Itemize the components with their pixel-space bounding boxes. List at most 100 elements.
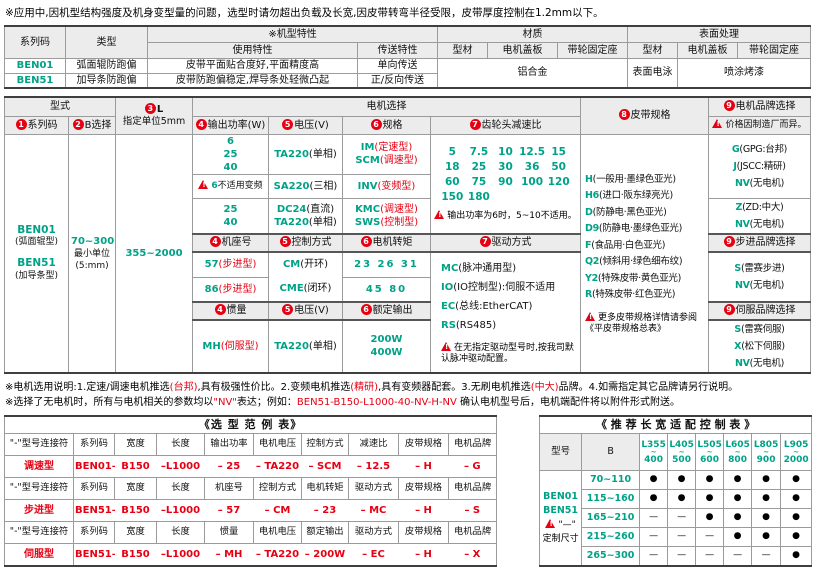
availability-mark: ● [639, 470, 669, 490]
example-value: – 57 [204, 499, 254, 522]
example-value: – 25 [204, 455, 254, 478]
header-label: 控制方式 [291, 237, 332, 248]
item-code: SA220 [273, 180, 310, 192]
header-label: 电压(V) [294, 305, 329, 316]
note-text: (中大) [530, 381, 559, 393]
circled-number: 7 [479, 236, 491, 247]
circled-number: 6 [370, 118, 382, 130]
table-row: 6不适用变频 SA220(三相) INV(变频型) [5, 173, 811, 199]
availability-mark: — [695, 527, 725, 547]
item-desc: (脉冲通用型) [458, 263, 517, 274]
brand-dc-cell: Z(ZD:中大) NV(无电机) [708, 197, 811, 234]
header-motor-brand: 9 电机品牌选择 [708, 96, 811, 117]
warning-icon [712, 118, 723, 128]
item-code: D9 [585, 223, 599, 234]
header-label: 电机转矩 [372, 237, 413, 248]
item-desc: (单相) [308, 216, 337, 228]
length-tilde: ~ [650, 447, 657, 456]
item-code: H [585, 173, 593, 185]
header-series: 1 系列码 [4, 115, 69, 135]
warning-icon [441, 342, 451, 351]
ratio-value: 25 [471, 161, 487, 173]
availability-mark: — [667, 508, 697, 528]
item-desc: (雷赛伺服) [740, 323, 785, 335]
example-value: B150 [114, 499, 157, 522]
list-item: EC(总线:EtherCAT) [441, 297, 578, 316]
list-item: Y2(特殊皮带·黄色亚光) [585, 271, 706, 288]
circled-number: 6 [360, 304, 372, 315]
item-code: IO [441, 282, 454, 293]
adapt-model-cell: BEN01 BEN51 "—" 定制尺寸 [539, 470, 583, 566]
text-line: (5:mm) [75, 260, 109, 271]
text-line: 25 [223, 148, 238, 160]
gear-ratio-cell: 5 7.5 10 12.5 15 18 25 30 36 50 60 75 90 100 120 150 180… [430, 133, 581, 234]
example-value: – EC [348, 543, 399, 566]
example-header: 机座号 [204, 477, 254, 500]
item-desc: (JSCC:精研) [736, 160, 786, 172]
text-line: 最小单位 [73, 248, 110, 259]
list-item: Z(ZD:中大) [711, 199, 808, 216]
example-header: 电机品牌 [447, 521, 498, 544]
example-table: 《选 型 范 例 表》 "-"型号连接符 系列码 宽度 长度 输出功率 电机电压 控制方式 减速… [3, 414, 498, 567]
header-feature-group: ※机型特性 [146, 25, 439, 43]
warning-icon [434, 210, 445, 219]
circled-number: 5 [282, 304, 294, 315]
circled-number: 5 [279, 236, 291, 247]
b-range: 165~210 [581, 508, 641, 528]
item-desc: (加导条型) [14, 270, 59, 281]
item-desc: (定速型) [374, 142, 413, 153]
item-desc: (总线:EtherCAT) [455, 301, 533, 312]
ac-voltage-cell: TA220(单相) [268, 133, 343, 175]
example-header: 电机电压 [253, 521, 302, 544]
list-item: SWS(控制型) [345, 216, 428, 229]
text-element: 355~2000 [125, 247, 183, 259]
note-text: 表达；例如： [236, 396, 297, 408]
adapt-header-length: L505 ~600 [695, 433, 725, 471]
item-desc: (特殊皮带·黄色亚光) [597, 272, 682, 284]
header-label: 步进品牌选择 [735, 237, 796, 248]
step-torque-2: 45 80 [342, 277, 431, 302]
header-label: 电压(V) [294, 119, 329, 131]
example-header: 宽度 [114, 521, 157, 544]
example-header: 皮带规格 [398, 433, 449, 456]
trans-ben51: 正/反向传送 [356, 72, 439, 89]
header-label: 皮带规格 [630, 110, 671, 122]
ac-spec-cell: IM(定速型) SCM(调速型) [342, 133, 431, 175]
length-tilde: ~ [706, 447, 713, 456]
text-line: 40 [223, 216, 238, 228]
ratio-value: 18 [444, 161, 460, 173]
item-desc: (ZD:中大) [742, 201, 784, 213]
availability-mark: — [751, 546, 782, 566]
header-motor-cover: 电机盖板 [487, 41, 559, 59]
belt-note: 更多皮带规格详情请参阅《平皮带规格总表》 [585, 311, 706, 335]
table-row: 伺服型 BEN51– B150 –L1000– MH – TA220– 200W – EC… [4, 543, 497, 566]
note-text: BEN51-B150-L1000-40-NV-H-NV [296, 396, 457, 408]
circled-number: 9 [723, 100, 735, 112]
example-value: – G [448, 455, 497, 478]
item-code: J [733, 160, 737, 172]
example-value: BEN51– [73, 543, 115, 566]
ratio-value: 60 [444, 176, 460, 188]
text-line: 25 [223, 203, 238, 215]
item-desc: (调速型) [380, 203, 418, 215]
list-item: IM(定速型) [345, 141, 428, 154]
footnotes: ※电机选用说明:1.定速/调速电机推选(台邦),具有极强性价比。2.变频电机推选… [5, 380, 809, 410]
item-desc: (伺服型) [220, 340, 259, 352]
b-range: 115~160 [581, 489, 641, 509]
note-text: ※电机选用说明:1.定速/调速电机推选 [5, 381, 170, 393]
note-text: 品牌。4.如需指定其它品牌请另行说明。 [558, 381, 739, 393]
bottom-tables: 《选 型 范 例 表》 "-"型号连接符 系列码 宽度 长度 输出功率 电机电压 控制方式 减速… [3, 414, 813, 567]
ratio-value: 30 [498, 161, 513, 173]
item-desc: (倾斜用·绿色细布纹) [599, 256, 683, 267]
text-element: 6 [211, 180, 218, 191]
item-code: S [734, 262, 741, 274]
item-desc: (GPG:台邦) [739, 143, 788, 155]
length-top: L605 [725, 439, 750, 450]
length-tilde: ~ [734, 447, 741, 456]
header-label: B选择 [84, 119, 112, 131]
b-range-cell: 70~300 最小单位 (5:mm) [68, 133, 116, 373]
list-item: R(特殊皮带·红色亚光) [585, 287, 706, 304]
item-desc: (开环) [300, 258, 329, 270]
